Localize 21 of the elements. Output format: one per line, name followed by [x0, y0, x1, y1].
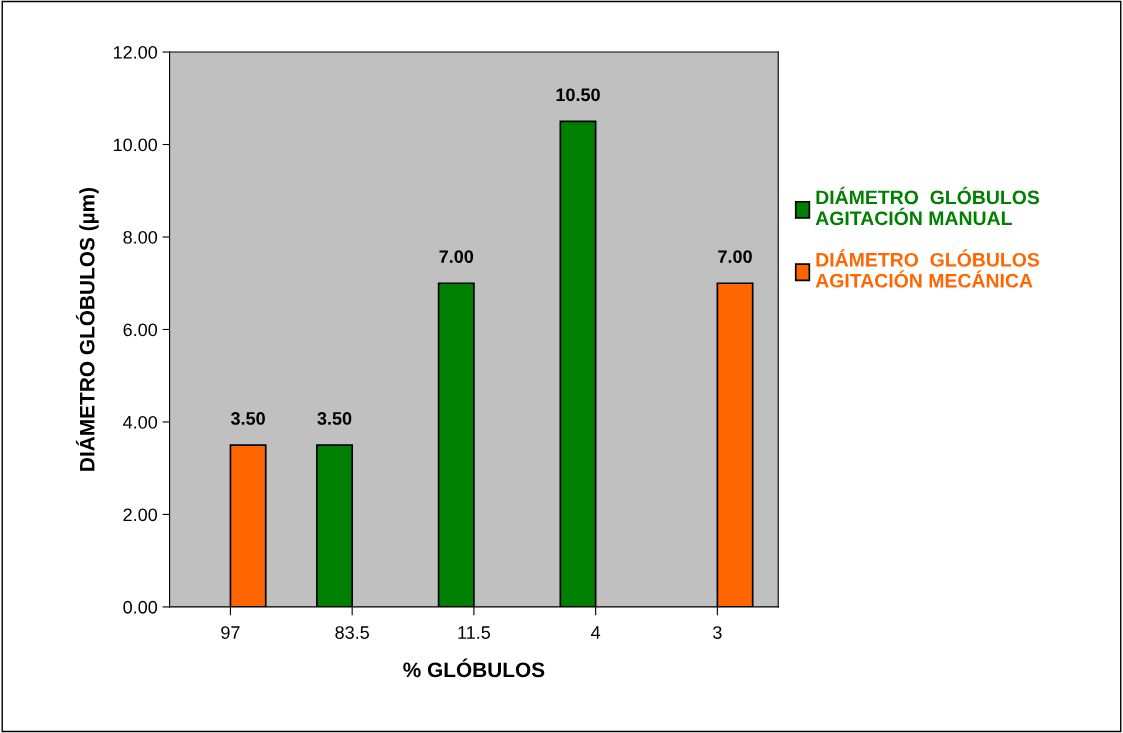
- y-tick-label: 4.00: [123, 415, 158, 429]
- data-label: 7.00: [439, 250, 474, 264]
- data-label: 10.50: [556, 88, 600, 102]
- y-tick-label: 6.00: [123, 323, 158, 337]
- data-label: 3.50: [230, 412, 265, 425]
- data-label: 7.00: [718, 250, 752, 264]
- y-axis-title: DIÁMETRO GLÓBULOS (µm): [75, 187, 99, 471]
- y-tick-label: 0.00: [123, 600, 158, 614]
- y-tick-label: 10.00: [113, 138, 158, 152]
- x-tick-label: 3: [713, 626, 722, 639]
- y-tick-label: 12.00: [113, 45, 158, 59]
- data-label: 3.50: [317, 412, 352, 425]
- x-tick-label: 4: [591, 626, 601, 639]
- legend-label: DIÁMETRO GLÓBULOS AGITACIÓN MECÁNICA: [815, 249, 1040, 288]
- y-tick-label: 8.00: [123, 230, 158, 244]
- x-tick-label: 83.5: [335, 626, 369, 639]
- x-axis-title: % GLÓBULOS: [403, 658, 545, 678]
- y-tick-label: 2.00: [123, 508, 158, 522]
- legend-label: DIÁMETRO GLÓBULOS AGITACIÓN MANUAL: [815, 186, 1040, 226]
- x-tick-label: 11.5: [458, 626, 491, 639]
- x-tick-label: 97: [221, 626, 240, 639]
